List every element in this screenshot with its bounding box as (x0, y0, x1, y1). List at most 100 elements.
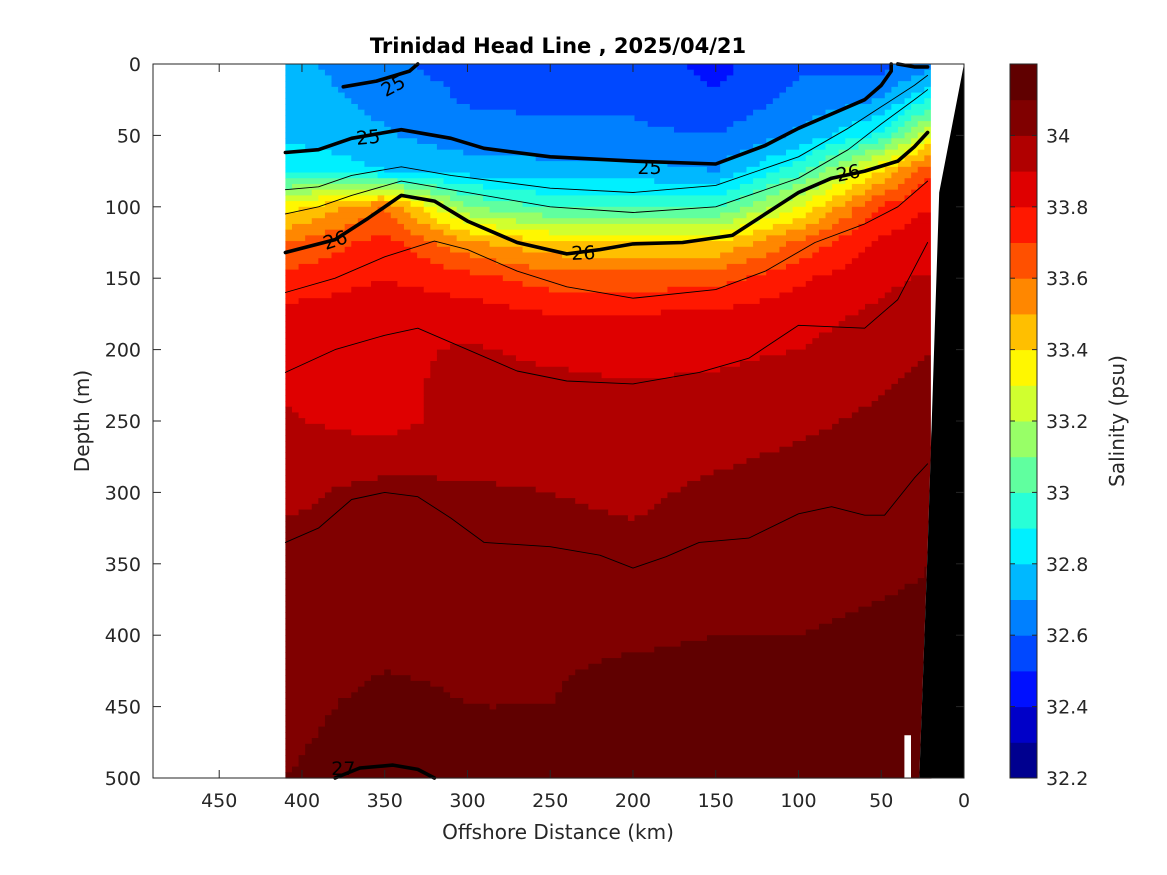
field-cell (805, 343, 932, 351)
field-cell (779, 189, 807, 196)
field-cell (318, 195, 379, 202)
field-cell (285, 675, 372, 682)
field-cell (285, 349, 438, 356)
field-cell (285, 126, 392, 134)
field-cell (285, 658, 603, 665)
colorbar-swatch (1010, 492, 1037, 529)
colorbar-swatch (1010, 563, 1037, 600)
field-cell (884, 109, 906, 117)
field-cell (403, 206, 425, 214)
field-cell (759, 298, 879, 305)
field-cell (720, 81, 794, 88)
field-row (285, 315, 932, 322)
field-cell (654, 178, 721, 185)
colorbar-swatch (1010, 385, 1037, 422)
field-row (285, 206, 932, 214)
field-cell (733, 235, 767, 242)
field-row (285, 760, 932, 768)
contour-label: 25 (637, 157, 661, 179)
field-cell (450, 86, 787, 94)
field-cell (515, 355, 761, 362)
y-tick-label: 250 (105, 411, 141, 433)
field-cell (285, 212, 326, 219)
field-cell (904, 132, 919, 139)
field-cell (285, 532, 932, 539)
field-cell (285, 595, 886, 602)
field-cell (917, 183, 932, 191)
field-cell (575, 669, 932, 676)
field-cell (285, 332, 820, 339)
field-cell (832, 132, 873, 139)
field-cell (884, 595, 932, 602)
field-row (285, 429, 932, 436)
field-cell (285, 218, 313, 225)
field-row (285, 738, 932, 745)
field-cell (489, 703, 497, 711)
field-cell (838, 321, 932, 328)
field-cell (285, 589, 899, 596)
field-cell (924, 69, 932, 77)
field-cell (384, 166, 708, 174)
field-cell (924, 109, 932, 117)
field-cell (911, 115, 932, 122)
field-cell (904, 281, 932, 288)
field-row (285, 486, 932, 493)
colorbar-swatch (1010, 456, 1037, 493)
field-cell (766, 172, 800, 179)
field-cell (753, 109, 827, 117)
field-cell (463, 218, 517, 225)
field-cell (298, 412, 425, 419)
field-cell (397, 218, 418, 225)
field-cell (285, 143, 306, 151)
field-row (285, 600, 932, 608)
field-cell (871, 115, 899, 122)
field-cell (884, 189, 912, 196)
field-cell (285, 640, 682, 648)
field-cell (285, 458, 748, 465)
field-cell (838, 126, 886, 134)
field-cell (812, 138, 846, 145)
field-row (285, 526, 932, 533)
field-cell (331, 292, 451, 299)
field-row (285, 423, 932, 431)
field-cell (285, 395, 425, 402)
field-cell (285, 235, 306, 242)
field-cell (779, 201, 807, 208)
field-cell (753, 178, 781, 185)
field-cell (733, 218, 761, 225)
field-cell (430, 366, 570, 374)
field-row (285, 383, 932, 391)
field-cell (311, 218, 359, 225)
bathymetry (919, 64, 964, 778)
field-cell (291, 766, 932, 773)
x-tick-label: 100 (780, 790, 816, 812)
field-cell (726, 155, 767, 162)
field-cell (357, 103, 471, 111)
field-cell (410, 212, 431, 219)
field-cell (825, 178, 846, 185)
field-cell (285, 229, 326, 236)
y-tick-label: 150 (105, 268, 141, 290)
field-cell (878, 298, 932, 305)
field-row (285, 663, 932, 671)
field-cell (285, 252, 333, 259)
field-cell (390, 201, 412, 208)
field-cell (285, 469, 715, 476)
field-cell (878, 206, 932, 214)
field-cell (884, 166, 899, 174)
field-cell (627, 515, 636, 522)
field-cell (430, 75, 701, 82)
field-cell (568, 366, 721, 374)
field-cell (805, 629, 932, 636)
field-cell (917, 149, 932, 156)
field-cell (805, 189, 827, 196)
field-cell (285, 189, 313, 196)
field-row (285, 503, 932, 511)
density-contour-thin (284, 180, 929, 299)
field-cell (285, 201, 326, 208)
field-row (285, 498, 932, 505)
field-row (285, 189, 932, 196)
field-cell (285, 440, 794, 448)
field-cell (285, 361, 431, 368)
